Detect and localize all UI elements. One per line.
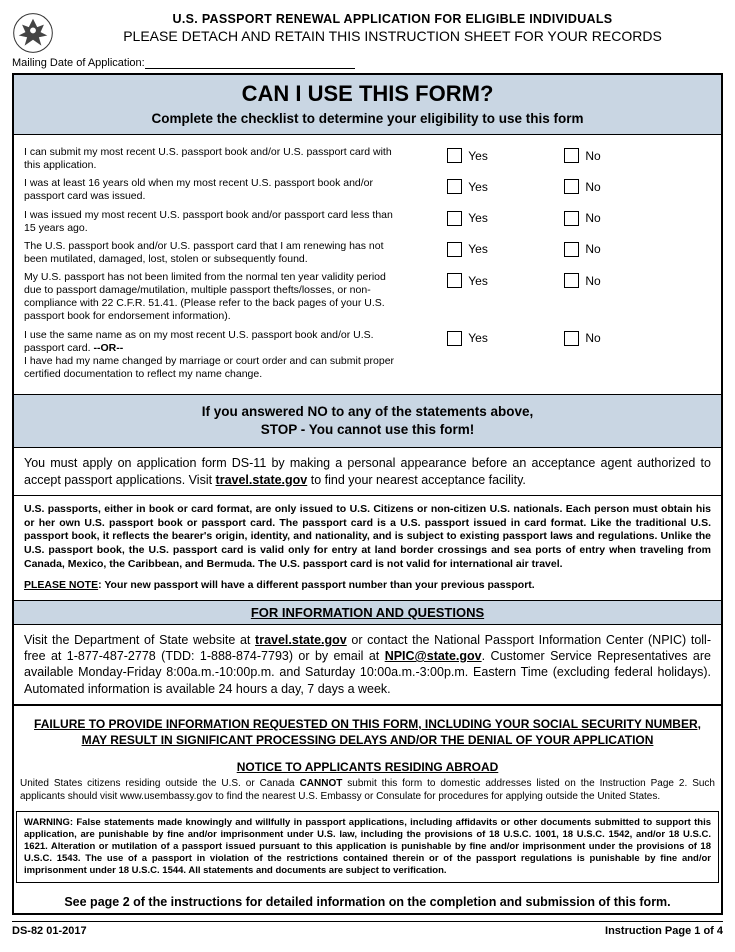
no-label: No bbox=[585, 180, 600, 194]
ds11-text-b: to find your nearest acceptance facility… bbox=[307, 473, 526, 487]
abroad-text-a: United States citizens residing outside … bbox=[20, 778, 300, 789]
or-text: --OR-- bbox=[93, 342, 123, 354]
contact-text-a: Visit the Department of State website at bbox=[24, 633, 255, 647]
checkbox-no[interactable] bbox=[564, 211, 579, 226]
main-form-box: CAN I USE THIS FORM? Complete the checkl… bbox=[12, 73, 723, 915]
check-text: The U.S. passport book and/or U.S. passp… bbox=[24, 240, 404, 266]
abroad-heading: NOTICE TO APPLICANTS RESIDING ABROAD bbox=[14, 760, 721, 774]
page-number: Instruction Page 1 of 4 bbox=[605, 925, 723, 937]
no-label: No bbox=[585, 274, 600, 288]
header: U.S. PASSPORT RENEWAL APPLICATION FOR EL… bbox=[12, 12, 723, 54]
passport-info-para: U.S. passports, either in book or card f… bbox=[24, 503, 711, 571]
check-item-2: I was at least 16 years old when my most… bbox=[24, 177, 711, 203]
travel-state-link: travel.state.gov bbox=[216, 473, 308, 487]
warning-text: False statements made knowingly and will… bbox=[24, 817, 711, 876]
check-item-6: I use the same name as on my most recent… bbox=[24, 329, 711, 382]
mailing-date-field[interactable] bbox=[145, 68, 355, 69]
failure-line2: MAY RESULT IN SIGNIFICANT PROCESSING DEL… bbox=[20, 732, 715, 748]
yes-label: Yes bbox=[468, 274, 488, 288]
check-text: I was issued my most recent U.S. passpor… bbox=[24, 209, 404, 235]
no-label: No bbox=[585, 211, 600, 225]
eligibility-sub: Complete the checklist to determine your… bbox=[18, 111, 717, 126]
form-number: DS-82 01-2017 bbox=[12, 925, 87, 937]
same-name-text: I use the same name as on my most recent… bbox=[24, 329, 374, 354]
checkbox-no[interactable] bbox=[564, 179, 579, 194]
stop-banner: If you answered NO to any of the stateme… bbox=[14, 395, 721, 448]
check-item-1: I can submit my most recent U.S. passpor… bbox=[24, 146, 711, 172]
travel-state-link-2: travel.state.gov bbox=[255, 633, 347, 647]
check-text: My U.S. passport has not been limited fr… bbox=[24, 271, 404, 324]
ds11-instruction: You must apply on application form DS-11… bbox=[14, 448, 721, 496]
check-item-4: The U.S. passport book and/or U.S. passp… bbox=[24, 240, 711, 266]
mailing-date-label: Mailing Date of Application: bbox=[12, 57, 145, 69]
checkbox-no[interactable] bbox=[564, 331, 579, 346]
checkbox-yes[interactable] bbox=[447, 242, 462, 257]
please-note-text: : Your new passport will have a differen… bbox=[98, 579, 535, 591]
check-text: I was at least 16 years old when my most… bbox=[24, 177, 404, 203]
form-title: U.S. PASSPORT RENEWAL APPLICATION FOR EL… bbox=[62, 12, 723, 26]
stop-line2: STOP - You cannot use this form! bbox=[24, 421, 711, 439]
mailing-date-row: Mailing Date of Application: bbox=[12, 57, 723, 69]
checkbox-yes[interactable] bbox=[447, 273, 462, 288]
eligibility-header: CAN I USE THIS FORM? Complete the checkl… bbox=[14, 75, 721, 135]
check-item-3: I was issued my most recent U.S. passpor… bbox=[24, 209, 711, 235]
npic-email-link: NPIC@state.gov bbox=[385, 649, 482, 663]
checkbox-no[interactable] bbox=[564, 148, 579, 163]
no-label: No bbox=[585, 149, 600, 163]
please-note-label: PLEASE NOTE bbox=[24, 579, 98, 591]
info-questions-heading: FOR INFORMATION AND QUESTIONS bbox=[14, 601, 721, 625]
yes-label: Yes bbox=[468, 242, 488, 256]
failure-notice: FAILURE TO PROVIDE INFORMATION REQUESTED… bbox=[14, 706, 721, 752]
eligibility-title: CAN I USE THIS FORM? bbox=[18, 81, 717, 107]
warning-box: WARNING: False statements made knowingly… bbox=[16, 811, 719, 882]
check-text: I use the same name as on my most recent… bbox=[24, 329, 404, 382]
checkbox-yes[interactable] bbox=[447, 179, 462, 194]
see-page-2: See page 2 of the instructions for detai… bbox=[14, 885, 721, 913]
page-footer: DS-82 01-2017 Instruction Page 1 of 4 bbox=[12, 921, 723, 937]
us-seal-icon bbox=[12, 12, 54, 54]
no-label: No bbox=[585, 242, 600, 256]
name-change-text: I have had my name changed by marriage o… bbox=[24, 355, 394, 380]
yes-label: Yes bbox=[468, 331, 488, 345]
checkbox-no[interactable] bbox=[564, 273, 579, 288]
detach-instruction: PLEASE DETACH AND RETAIN THIS INSTRUCTIO… bbox=[62, 28, 723, 44]
cannot-text: CANNOT bbox=[300, 778, 343, 789]
eligibility-checklist: I can submit my most recent U.S. passpor… bbox=[14, 135, 721, 395]
checkbox-yes[interactable] bbox=[447, 331, 462, 346]
checkbox-no[interactable] bbox=[564, 242, 579, 257]
check-text: I can submit my most recent U.S. passpor… bbox=[24, 146, 404, 172]
no-label: No bbox=[585, 331, 600, 345]
checkbox-yes[interactable] bbox=[447, 211, 462, 226]
checkbox-yes[interactable] bbox=[447, 148, 462, 163]
yes-label: Yes bbox=[468, 211, 488, 225]
warning-label: WARNING: bbox=[24, 817, 73, 828]
yes-label: Yes bbox=[468, 149, 488, 163]
abroad-text: United States citizens residing outside … bbox=[14, 778, 721, 809]
failure-line1: FAILURE TO PROVIDE INFORMATION REQUESTED… bbox=[20, 716, 715, 732]
yes-label: Yes bbox=[468, 180, 488, 194]
passport-info-block: U.S. passports, either in book or card f… bbox=[14, 496, 721, 601]
contact-info-block: Visit the Department of State website at… bbox=[14, 625, 721, 706]
check-item-5: My U.S. passport has not been limited fr… bbox=[24, 271, 711, 324]
stop-line1: If you answered NO to any of the stateme… bbox=[24, 403, 711, 421]
